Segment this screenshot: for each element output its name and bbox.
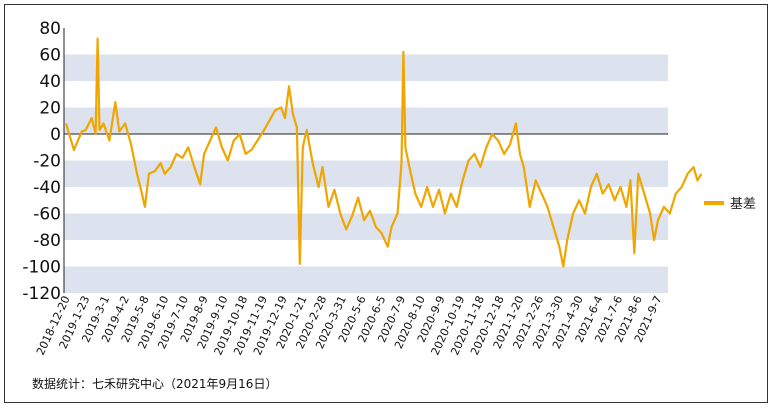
- legend: 基差: [704, 197, 756, 212]
- grid-band: [64, 54, 668, 81]
- y-axis: 80 60 40 20 0 -20 -40 -60 -80 -100 -120: [22, 19, 65, 304]
- y-tick-label: -60: [33, 205, 61, 225]
- y-tick-label: 80: [39, 19, 61, 39]
- grid-band: [64, 266, 668, 293]
- series-line-basis: [64, 37, 703, 268]
- y-tick-label: 20: [39, 99, 61, 119]
- y-tick-label: -40: [33, 178, 61, 198]
- legend-label: 基差: [730, 197, 756, 212]
- series-lines: [64, 37, 703, 268]
- y-tick-label: 60: [39, 46, 61, 66]
- y-tick-label: 40: [39, 72, 61, 92]
- grid-band: [64, 160, 668, 187]
- x-axis: 2018-12-202019-1-232019-3-12019-4-22019-…: [34, 294, 665, 357]
- y-tick-label: -100: [22, 258, 61, 278]
- y-tick-label: -120: [22, 284, 61, 304]
- y-tick-label: -80: [33, 231, 61, 251]
- y-tick-label: -20: [33, 152, 61, 172]
- grid-band: [64, 107, 668, 134]
- grid-bands: [64, 54, 668, 293]
- y-tick-label: 0: [50, 125, 61, 145]
- source-note: 数据统计：七禾研究中心（2021年9月16日）: [32, 377, 278, 391]
